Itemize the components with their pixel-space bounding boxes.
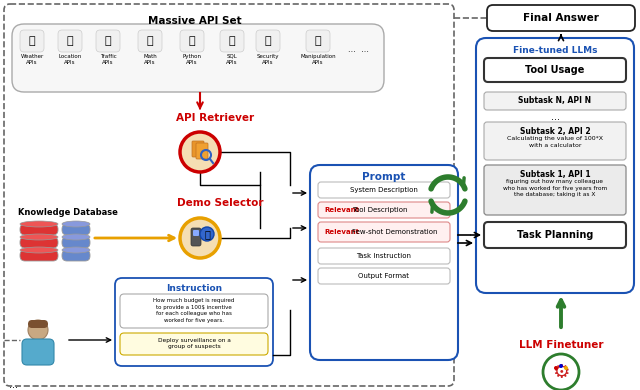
Circle shape <box>543 354 579 390</box>
Text: Math
APIs: Math APIs <box>143 54 157 65</box>
Text: ⛅: ⛅ <box>29 36 35 46</box>
FancyBboxPatch shape <box>196 143 208 159</box>
FancyBboxPatch shape <box>12 24 384 92</box>
FancyBboxPatch shape <box>310 165 458 360</box>
Text: 💻: 💻 <box>189 36 195 46</box>
FancyBboxPatch shape <box>115 278 273 366</box>
Text: Security
APIs: Security APIs <box>257 54 279 65</box>
Text: 🔢: 🔢 <box>147 36 154 46</box>
FancyBboxPatch shape <box>20 250 58 261</box>
Text: Knowledge Database: Knowledge Database <box>18 208 118 217</box>
FancyBboxPatch shape <box>120 333 268 355</box>
FancyBboxPatch shape <box>484 165 626 215</box>
Ellipse shape <box>20 234 58 240</box>
FancyBboxPatch shape <box>20 30 44 52</box>
Text: Manipulation
APIs: Manipulation APIs <box>300 54 336 65</box>
Ellipse shape <box>62 221 90 227</box>
FancyBboxPatch shape <box>4 4 454 386</box>
Circle shape <box>564 366 568 370</box>
FancyBboxPatch shape <box>180 30 204 52</box>
Text: Demo Selector: Demo Selector <box>177 198 263 208</box>
Text: 🌐: 🌐 <box>204 229 210 239</box>
Circle shape <box>180 218 220 258</box>
Circle shape <box>180 132 220 172</box>
Text: Subtask 2, API 2: Subtask 2, API 2 <box>520 127 590 136</box>
FancyBboxPatch shape <box>318 268 450 284</box>
Text: LLM Finetuner: LLM Finetuner <box>519 340 604 350</box>
Text: Massive API Set: Massive API Set <box>148 16 242 26</box>
FancyBboxPatch shape <box>484 58 626 82</box>
FancyBboxPatch shape <box>318 248 450 264</box>
Text: ...: ... <box>8 380 17 390</box>
FancyBboxPatch shape <box>62 224 90 235</box>
Circle shape <box>554 366 558 370</box>
Text: Fine-tuned LLMs: Fine-tuned LLMs <box>513 46 597 55</box>
Circle shape <box>200 227 214 241</box>
FancyBboxPatch shape <box>96 30 120 52</box>
Text: Task Instruction: Task Instruction <box>356 253 412 259</box>
Ellipse shape <box>20 247 58 253</box>
Text: Relevant: Relevant <box>324 207 359 213</box>
Text: Weather
APIs: Weather APIs <box>20 54 44 65</box>
Ellipse shape <box>20 221 58 227</box>
Ellipse shape <box>62 247 90 253</box>
FancyBboxPatch shape <box>20 224 58 235</box>
FancyBboxPatch shape <box>138 30 162 52</box>
Text: ...  ...: ... ... <box>348 46 369 55</box>
Text: Subtask 1, API 1: Subtask 1, API 1 <box>520 170 590 179</box>
FancyBboxPatch shape <box>220 30 244 52</box>
Text: 🦾: 🦾 <box>315 36 321 46</box>
FancyBboxPatch shape <box>62 250 90 261</box>
Text: Instruction: Instruction <box>166 284 222 293</box>
FancyBboxPatch shape <box>484 122 626 160</box>
FancyBboxPatch shape <box>318 202 450 218</box>
FancyBboxPatch shape <box>306 30 330 52</box>
FancyBboxPatch shape <box>62 237 90 248</box>
FancyBboxPatch shape <box>58 30 82 52</box>
Text: System Description: System Description <box>350 187 418 193</box>
FancyBboxPatch shape <box>120 294 268 328</box>
FancyBboxPatch shape <box>191 228 201 246</box>
FancyBboxPatch shape <box>487 5 635 31</box>
Text: Task Planning: Task Planning <box>517 230 593 240</box>
Text: ⚙: ⚙ <box>552 362 570 381</box>
Circle shape <box>28 320 48 340</box>
Text: Output Format: Output Format <box>358 273 410 279</box>
Text: Tool Usage: Tool Usage <box>525 65 585 75</box>
Text: Relevant: Relevant <box>324 229 359 235</box>
Text: Few-shot Demonstration: Few-shot Demonstration <box>352 229 438 235</box>
Text: SQL
APIs: SQL APIs <box>227 54 237 65</box>
FancyBboxPatch shape <box>28 320 48 328</box>
FancyBboxPatch shape <box>318 222 450 242</box>
FancyBboxPatch shape <box>192 141 204 157</box>
Text: Python
APIs: Python APIs <box>182 54 202 65</box>
Text: Prompt: Prompt <box>362 172 406 182</box>
FancyBboxPatch shape <box>476 38 634 293</box>
Text: Location
APIs: Location APIs <box>58 54 82 65</box>
Ellipse shape <box>62 234 90 240</box>
FancyBboxPatch shape <box>484 92 626 110</box>
Text: Calculating the value of 100*X
with a calculator: Calculating the value of 100*X with a ca… <box>507 136 603 147</box>
Text: Final Answer: Final Answer <box>523 13 599 23</box>
Text: API Retriever: API Retriever <box>176 113 254 123</box>
FancyBboxPatch shape <box>484 222 626 248</box>
Text: 🗄: 🗄 <box>228 36 236 46</box>
Text: 🗺: 🗺 <box>67 36 74 46</box>
FancyBboxPatch shape <box>22 339 54 365</box>
Text: Subtask N, API N: Subtask N, API N <box>518 96 591 106</box>
FancyBboxPatch shape <box>256 30 280 52</box>
Text: Deploy surveillance on a
group of suspects: Deploy surveillance on a group of suspec… <box>157 338 230 349</box>
Circle shape <box>559 364 563 368</box>
FancyBboxPatch shape <box>318 182 450 198</box>
FancyBboxPatch shape <box>20 237 58 248</box>
Text: Tool Description: Tool Description <box>352 207 408 213</box>
Text: 🔒: 🔒 <box>265 36 271 46</box>
Text: Traffic
APIs: Traffic APIs <box>100 54 116 65</box>
Text: figuring out how many colleague
who has worked for five years from
the database;: figuring out how many colleague who has … <box>503 179 607 197</box>
FancyBboxPatch shape <box>193 230 199 236</box>
Text: ...: ... <box>550 112 559 122</box>
Text: 🚦: 🚦 <box>105 36 111 46</box>
Text: How much budget is required
to provide a 100$ incentive
for each colleague who h: How much budget is required to provide a… <box>154 298 235 323</box>
